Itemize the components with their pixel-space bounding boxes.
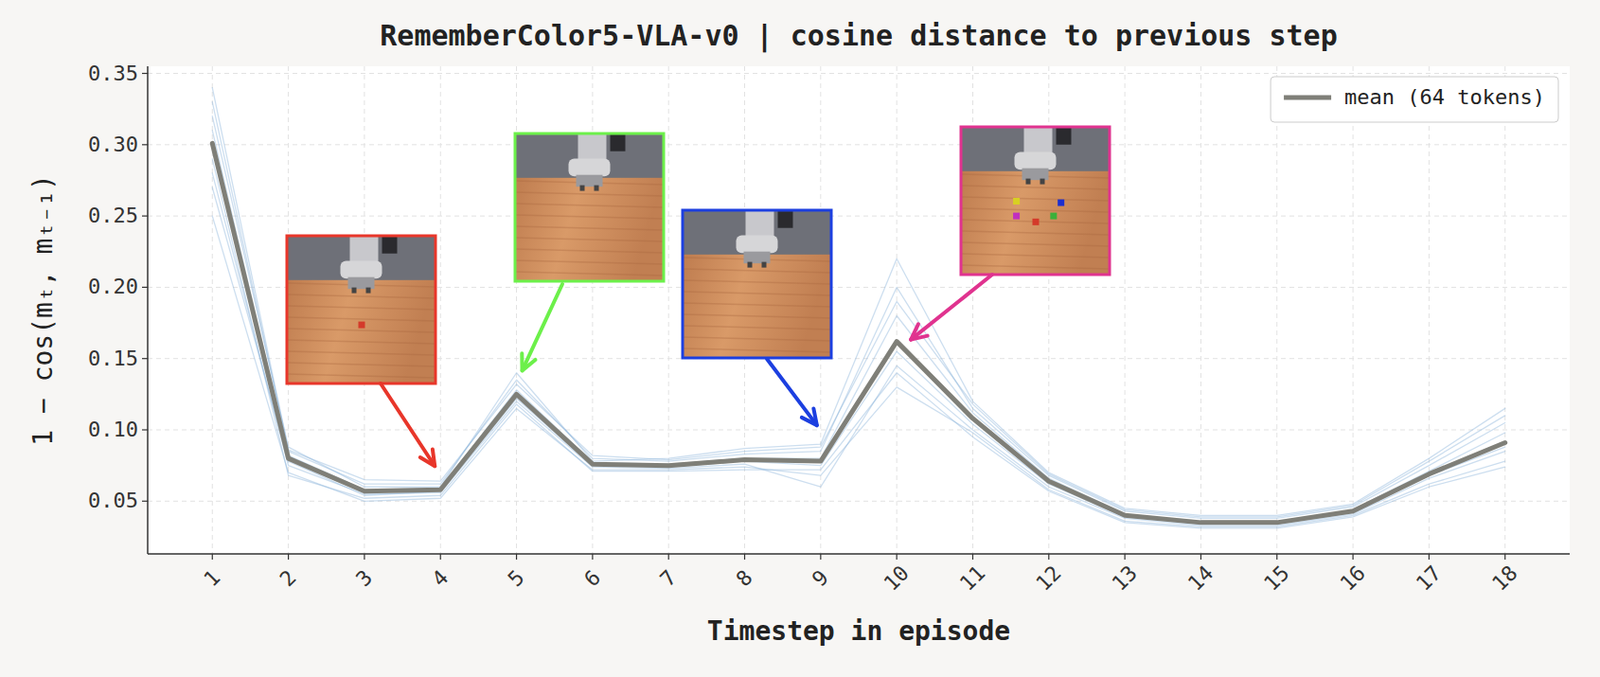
y-tick xyxy=(142,500,148,502)
arrow xyxy=(910,274,993,340)
arrow-head xyxy=(910,323,928,339)
y-tick xyxy=(142,428,148,430)
token-line xyxy=(212,88,1505,517)
x-grid-line xyxy=(1352,66,1354,554)
x-grid-line xyxy=(1428,66,1430,554)
inset-image xyxy=(960,126,1110,275)
x-tick-label: 12 xyxy=(1031,560,1066,595)
arrow-head xyxy=(801,408,818,426)
x-tick-label: 13 xyxy=(1107,560,1142,595)
y-tick xyxy=(142,357,148,359)
legend-label: mean (64 tokens) xyxy=(1344,85,1546,109)
x-tick-label: 1 xyxy=(198,565,225,591)
x-tick xyxy=(819,553,821,560)
x-tick xyxy=(668,553,670,560)
y-grid-line xyxy=(147,215,1570,217)
x-tick-label: 10 xyxy=(879,560,914,595)
x-tick xyxy=(1276,553,1278,560)
x-tick xyxy=(1504,553,1506,560)
token-line xyxy=(212,173,1505,526)
arrow-head xyxy=(521,353,535,371)
y-tick xyxy=(142,72,148,74)
token-line xyxy=(212,102,1505,519)
x-tick-label: 18 xyxy=(1487,560,1522,595)
x-tick xyxy=(1048,553,1049,560)
y-tick-label: 0.10 xyxy=(88,417,139,442)
y-tick xyxy=(142,143,148,145)
token-line xyxy=(212,116,1505,516)
token-line xyxy=(212,130,1505,522)
x-tick xyxy=(515,553,517,560)
token-line xyxy=(212,187,1505,524)
y-tick-label: 0.30 xyxy=(88,132,139,157)
x-tick xyxy=(896,553,898,560)
x-grid-line xyxy=(212,66,214,554)
y-grid-line xyxy=(147,428,1570,430)
x-tick-label: 4 xyxy=(426,565,453,591)
x-tick-label: 17 xyxy=(1411,560,1446,595)
x-tick-label: 7 xyxy=(655,565,681,591)
x-tick xyxy=(1428,553,1430,560)
token-line xyxy=(212,159,1505,529)
y-axis-title: 1 − cos(mₜ, mₜ₋₁) xyxy=(27,174,59,446)
x-tick-label: 16 xyxy=(1335,560,1370,595)
y-tick-label: 0.05 xyxy=(88,488,139,513)
background xyxy=(0,0,1600,677)
y-tick-label: 0.15 xyxy=(88,346,139,371)
y-tick-label: 0.20 xyxy=(88,274,139,299)
inset-image xyxy=(515,133,664,282)
x-tick xyxy=(287,553,289,560)
x-axis-title: Timestep in episode xyxy=(707,615,1011,647)
y-tick-label: 0.25 xyxy=(88,203,139,228)
plot-area xyxy=(147,66,1570,554)
x-tick-label: 9 xyxy=(807,565,834,591)
inset-image xyxy=(286,235,436,384)
x-tick-label: 5 xyxy=(503,565,530,591)
x-tick xyxy=(1124,553,1126,560)
x-grid-line xyxy=(1200,66,1202,554)
x-tick-label: 15 xyxy=(1259,560,1294,595)
x-grid-line xyxy=(1504,66,1506,554)
legend-swatch xyxy=(1283,95,1332,101)
x-tick xyxy=(591,553,593,560)
y-axis xyxy=(146,66,149,554)
x-tick xyxy=(440,553,442,560)
legend: mean (64 tokens) xyxy=(1270,76,1559,123)
y-tick xyxy=(142,215,148,217)
x-grid-line xyxy=(896,66,898,554)
x-grid-line xyxy=(1276,66,1278,554)
data xyxy=(212,88,1505,529)
arrow xyxy=(380,383,435,466)
arrow xyxy=(766,358,818,426)
y-grid-line xyxy=(147,143,1570,145)
arrow xyxy=(522,284,563,371)
x-tick xyxy=(744,553,746,560)
x-grid-line xyxy=(1124,66,1126,554)
x-tick-label: 6 xyxy=(579,565,605,591)
chart: 0.050.100.150.200.250.300.35123456789101… xyxy=(0,0,1600,677)
mean-line xyxy=(212,142,1505,523)
x-tick xyxy=(1200,553,1202,560)
y-tick xyxy=(142,286,148,288)
arrow-head xyxy=(420,448,435,466)
x-tick xyxy=(363,553,365,560)
grid xyxy=(147,66,1570,554)
x-tick-label: 3 xyxy=(351,565,377,591)
y-tick-label: 0.35 xyxy=(88,61,139,86)
x-tick-label: 2 xyxy=(275,565,302,591)
x-tick-label: 8 xyxy=(731,565,758,591)
x-axis xyxy=(147,552,1570,555)
x-tick xyxy=(972,553,974,560)
x-tick xyxy=(1351,553,1353,560)
x-grid-line xyxy=(668,66,670,554)
x-tick-label: 11 xyxy=(955,560,990,595)
x-tick xyxy=(212,553,214,560)
title: RememberColor5-VLA-v0 | cosine distance … xyxy=(379,18,1337,54)
x-tick-label: 14 xyxy=(1183,560,1218,595)
y-grid-line xyxy=(147,72,1570,74)
inset-image xyxy=(682,210,832,358)
